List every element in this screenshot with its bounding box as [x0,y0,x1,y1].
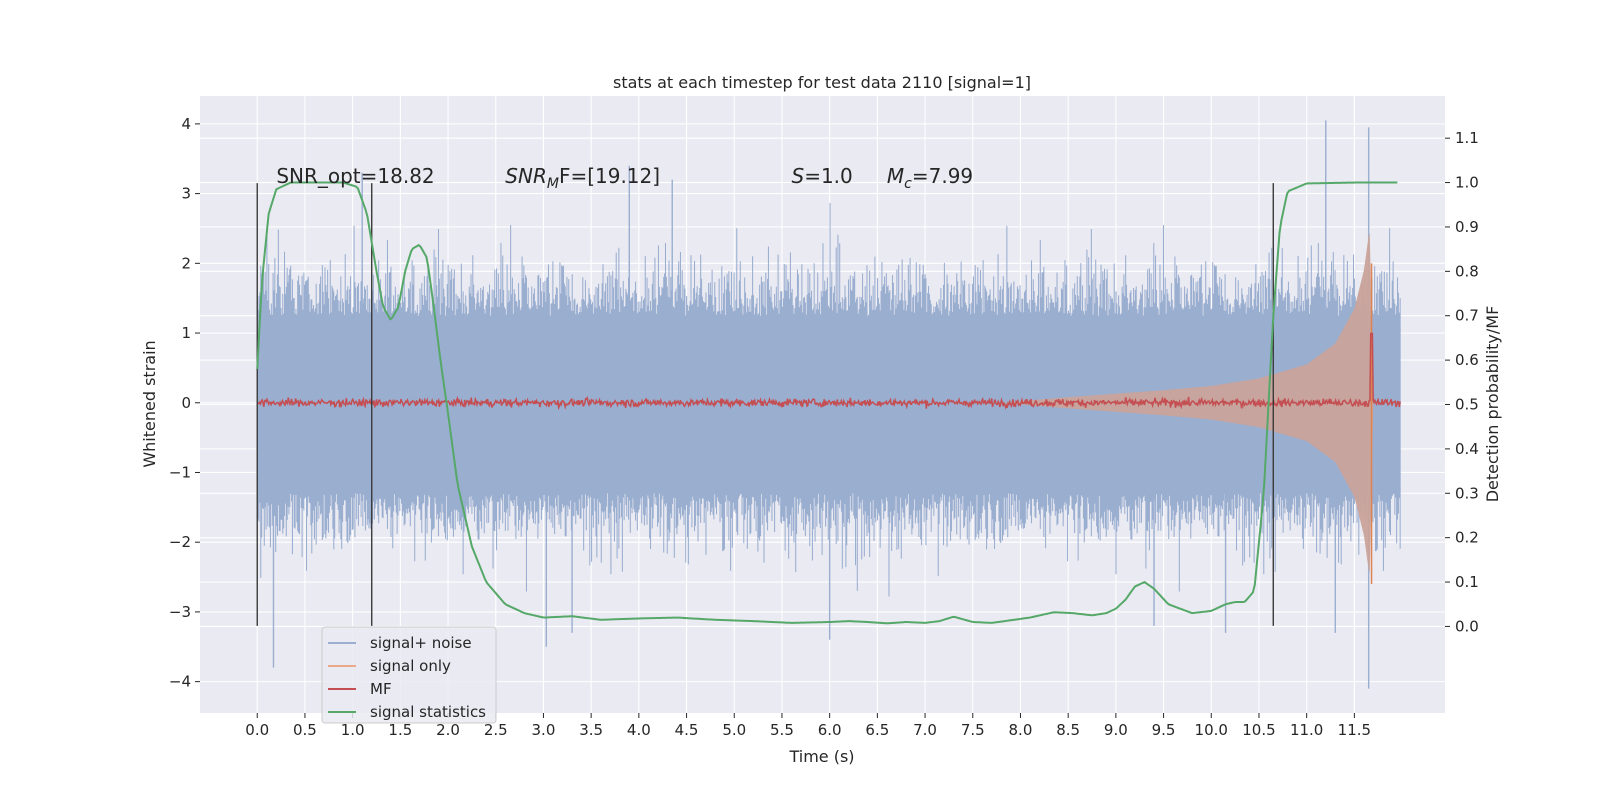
y-axis-ticks: −4 −3 −2 −1 0 1 2 3 4 [169,115,200,691]
y-tick-label-0: −4 [169,673,191,691]
annotation-2-base: S [791,164,804,188]
annotation-1-sub: M [547,176,559,192]
x-tick-label-15: 7.5 [961,721,985,739]
vertical-markers [256,183,1274,626]
annotation-1: SNRMF=[19.12] [505,164,660,192]
y2-tick-label-0: 0.0 [1455,617,1479,635]
y2-tick-label-9: 0.9 [1455,218,1479,236]
x-tick-label-12: 6.0 [818,721,842,739]
y2-tick-label-5: 0.5 [1455,396,1479,414]
legend-label-3: signal statistics [370,703,486,721]
x-tick-label-9: 4.5 [675,721,699,739]
annotation-0: SNR_opt=18.82 [276,164,434,188]
signal-statistics-line [256,181,1398,625]
y2-tick-label-7: 0.7 [1455,307,1479,325]
y2-tick-label-4: 0.4 [1455,440,1479,458]
legend-label-1: signal only [370,657,451,675]
y-tick-label-2: −2 [169,533,191,551]
legend-label-2: MF [370,680,392,698]
y-tick-label-4: 0 [181,394,191,412]
y2-tick-label-6: 0.6 [1455,351,1479,369]
annotation-1-tail: F=[19.12] [559,164,660,188]
x-tick-label-3: 1.5 [388,721,412,739]
x-tick-label-1: 0.5 [293,721,317,739]
y-tick-label-5: 1 [181,324,191,342]
x-tick-label-11: 5.5 [770,721,794,739]
x-tick-label-5: 2.5 [484,721,508,739]
x-tick-label-23: 11.5 [1338,721,1371,739]
x-axis-label: Time (s) [788,747,854,766]
x-tick-label-22: 11.0 [1290,721,1323,739]
annotation-0-base: SNR_opt=18.82 [276,164,434,188]
y2-tick-label-2: 0.2 [1455,529,1479,547]
x-tick-label-18: 9.0 [1104,721,1128,739]
mf-line [256,332,1401,411]
x-tick-label-21: 10.5 [1242,721,1275,739]
y2-tick-label-8: 0.8 [1455,262,1479,280]
annotation-3-sub: c [904,176,912,192]
x-tick-label-7: 3.5 [579,721,603,739]
annotation-3-base: M [887,164,904,188]
annotation-1-base: SNR [505,164,547,188]
y-tick-label-6: 2 [181,254,191,272]
annotation-2: S=1.0 [791,164,852,188]
annotation-3-tail: =7.99 [912,164,973,188]
y-tick-label-7: 3 [181,185,191,203]
x-tick-label-4: 2.0 [436,721,460,739]
x-tick-label-6: 3.0 [532,721,556,739]
x-tick-label-10: 5.0 [722,721,746,739]
annotation-2-tail: =1.0 [804,164,853,188]
series-mf [256,332,1401,411]
y-tick-label-8: 4 [181,115,191,133]
y-tick-label-1: −3 [169,603,191,621]
y2-tick-label-1: 0.1 [1455,573,1479,591]
y2-axis-label: Detection probability/MF [1483,306,1502,503]
annotation-3: Mc=7.99 [887,164,973,192]
x-tick-label-0: 0.0 [245,721,269,739]
x-tick-label-13: 6.5 [865,721,889,739]
y2-tick-label-10: 1.0 [1455,174,1479,192]
x-tick-label-2: 1.0 [341,721,365,739]
chart-title: stats at each timestep for test data 211… [613,73,1031,92]
x-tick-label-19: 9.5 [1152,721,1176,739]
x-tick-label-16: 8.0 [1009,721,1033,739]
x-tick-label-14: 7.0 [913,721,937,739]
x-tick-label-8: 4.0 [627,721,651,739]
y-axis-label: Whitened strain [140,340,159,467]
x-tick-label-17: 8.5 [1056,721,1080,739]
y2-axis-ticks: 0.0 0.1 0.2 0.3 0.4 0.5 0.6 0.7 0.8 0.9 1.0 1.1 [1445,129,1479,635]
legend: signal+ noise signal only MF signal statist… [321,626,497,724]
series-signal-statistics [256,181,1398,625]
y2-tick-label-11: 1.1 [1455,129,1479,147]
annotations: SNR_opt=18.82 SNRMF=[19.12] S=1.0 Mc=7.99 [276,164,973,192]
y2-tick-label-3: 0.3 [1455,484,1479,502]
x-axis-ticks: 0.0 0.5 1.0 1.5 2.0 2.5 3.0 3.5 4.0 4.5 5.0 5.5 6.0 6… [245,713,1371,739]
y-tick-label-3: −1 [169,463,191,481]
x-tick-label-20: 10.0 [1195,721,1228,739]
legend-box [321,626,497,724]
legend-label-0: signal+ noise [370,634,472,652]
